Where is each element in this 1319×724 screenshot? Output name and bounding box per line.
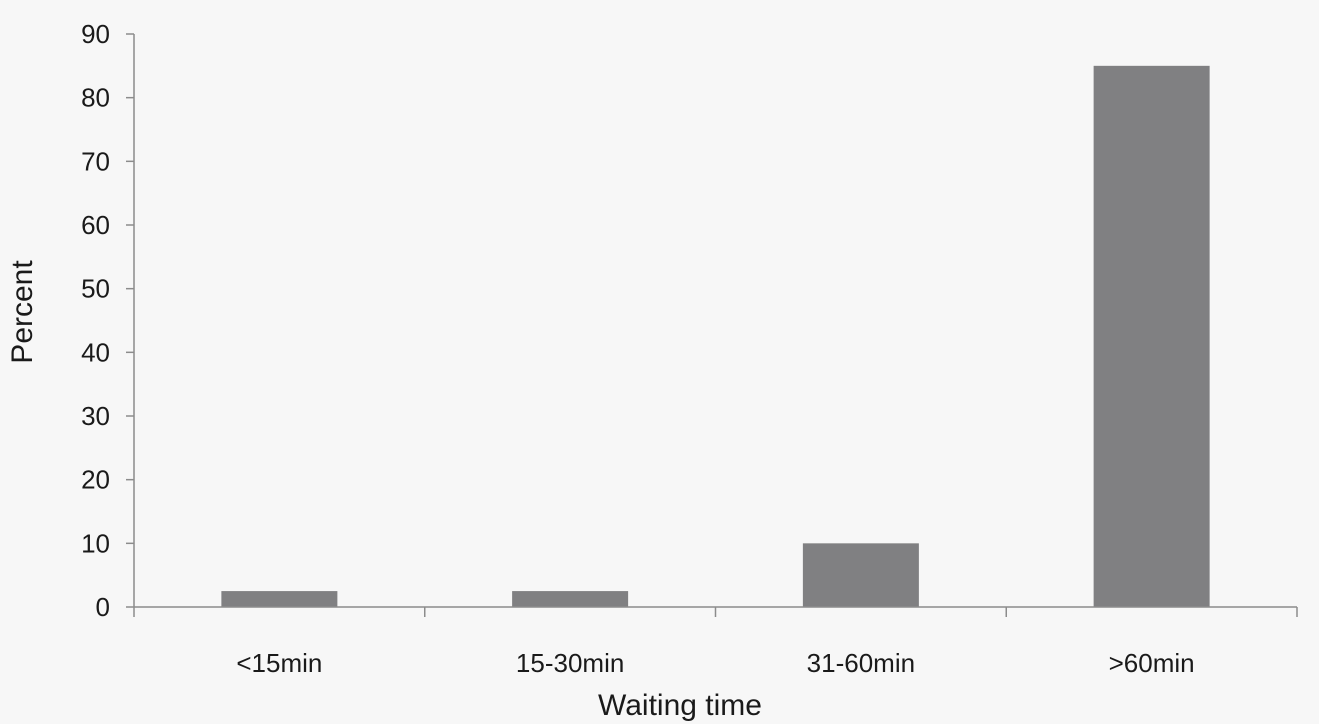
axes [133, 34, 1297, 608]
x-tick-label: >60min [1109, 648, 1195, 678]
y-tick-label: 20 [81, 465, 110, 495]
y-tick-label: 60 [81, 210, 110, 240]
x-axis-title: Waiting time [598, 689, 762, 722]
y-axis-ticks: 0 10 20 30 40 50 60 70 80 90 [81, 19, 134, 622]
bar [802, 543, 919, 607]
y-tick-label: 50 [81, 274, 110, 304]
x-tick-label: 31-60min [807, 648, 915, 678]
x-axis-ticks: <15min 15-30min 31-60min >60min [133, 607, 1298, 678]
x-tick-label: <15min [236, 648, 322, 678]
y-tick-label: 80 [81, 83, 110, 113]
y-tick-label: 70 [81, 146, 110, 176]
bar [512, 591, 629, 607]
y-axis-title: Percent [6, 260, 39, 364]
x-tick-label: 15-30min [516, 648, 624, 678]
y-tick-label: 0 [96, 592, 110, 622]
y-tick-label: 30 [81, 401, 110, 431]
y-tick-label: 90 [81, 19, 110, 49]
bars [221, 65, 1210, 608]
bar [221, 591, 338, 607]
y-tick-label: 40 [81, 337, 110, 367]
bar [1093, 65, 1210, 608]
y-tick-label: 10 [81, 528, 110, 558]
